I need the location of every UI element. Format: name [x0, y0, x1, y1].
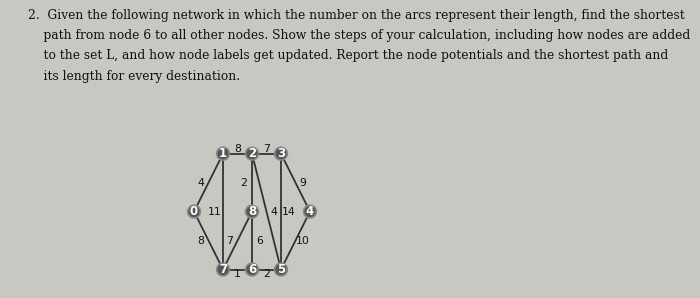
Text: 8: 8: [197, 235, 204, 246]
Text: 4: 4: [270, 207, 277, 217]
Text: 6: 6: [248, 263, 256, 276]
Text: 6: 6: [256, 235, 262, 246]
Text: 11: 11: [208, 207, 222, 217]
Text: 14: 14: [281, 207, 295, 217]
Text: 2: 2: [263, 269, 270, 279]
Circle shape: [246, 205, 258, 218]
Text: 7: 7: [226, 235, 233, 246]
Text: to the set L, and how node labels get updated. Report the node potentials and th: to the set L, and how node labels get up…: [28, 49, 668, 63]
Circle shape: [217, 263, 230, 276]
Text: 10: 10: [296, 235, 309, 246]
Circle shape: [246, 263, 258, 276]
Text: 9: 9: [300, 178, 306, 188]
Circle shape: [274, 147, 287, 160]
Text: 4: 4: [306, 205, 314, 218]
Text: 1: 1: [234, 269, 241, 279]
Circle shape: [304, 205, 316, 218]
Text: 7: 7: [219, 263, 227, 276]
Text: 3: 3: [277, 147, 285, 160]
Text: 0: 0: [190, 205, 198, 218]
Circle shape: [246, 147, 258, 160]
Text: path from node 6 to all other nodes. Show the steps of your calculation, includi: path from node 6 to all other nodes. Sho…: [28, 29, 690, 42]
Text: 2: 2: [248, 147, 256, 160]
Text: its length for every destination.: its length for every destination.: [28, 70, 240, 83]
Circle shape: [217, 147, 230, 160]
Text: 4: 4: [197, 178, 204, 188]
Text: 2.  Given the following network in which the number on the arcs represent their : 2. Given the following network in which …: [28, 9, 685, 22]
Text: 2: 2: [241, 178, 247, 188]
Text: 8: 8: [234, 144, 241, 154]
Circle shape: [188, 205, 200, 218]
Text: 1: 1: [219, 147, 227, 160]
Text: 8: 8: [248, 205, 256, 218]
Text: 5: 5: [276, 263, 285, 276]
Text: 7: 7: [263, 144, 270, 154]
Circle shape: [274, 263, 287, 276]
